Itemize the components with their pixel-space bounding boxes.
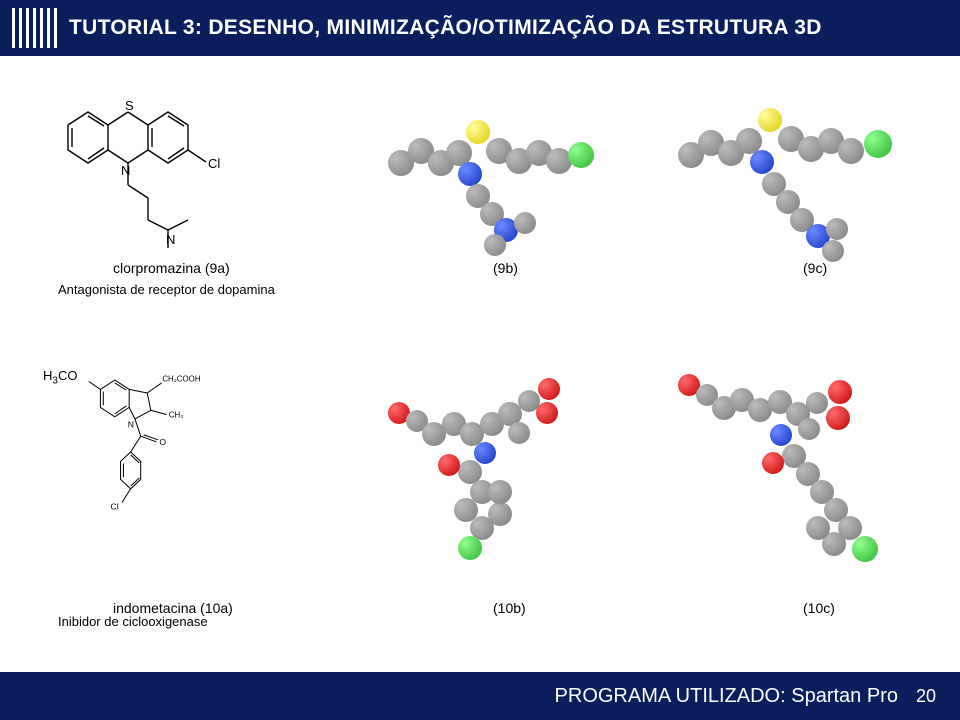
caption-9c: (9c) — [803, 260, 827, 276]
caption-9a: clorpromazina (9a) — [113, 260, 230, 276]
slide-title: TUTORIAL 3: DESENHO, MINIMIZAÇÃO/OTIMIZA… — [69, 15, 822, 41]
row-clorpromazina: S N Cl N — [18, 60, 942, 352]
label-cl: Cl — [110, 501, 118, 511]
label-ch2cooh: CH₂COOH — [162, 374, 200, 383]
caption-10b: (10b) — [493, 600, 526, 616]
structure-9a: S N Cl N — [48, 70, 268, 250]
row-indometacina: H3CO — [18, 352, 942, 644]
label-n2: N — [166, 232, 175, 247]
label-n: N — [121, 163, 130, 178]
label-cl: Cl — [208, 156, 220, 171]
label-s: S — [125, 98, 134, 113]
model-10c — [678, 362, 918, 592]
annotation-10: Inibidor de ciclooxigenase — [58, 614, 208, 629]
footer-bar: PROGRAMA UTILIZADO: Spartan Pro 20 — [0, 672, 960, 720]
header-bar: TUTORIAL 3: DESENHO, MINIMIZAÇÃO/OTIMIZA… — [0, 0, 960, 56]
model-9c — [678, 90, 918, 250]
page-number: 20 — [916, 686, 936, 707]
model-9b — [388, 100, 628, 240]
footer-program: PROGRAMA UTILIZADO: Spartan Pro — [555, 685, 898, 708]
label-ch3: CH₃ — [169, 410, 184, 419]
structure-10a: CH₂COOH CH₃ N O Cl — [48, 357, 268, 537]
model-10b — [388, 362, 628, 572]
slide-content: S N Cl N — [18, 60, 942, 668]
label-o: O — [159, 437, 166, 447]
caption-9b: (9b) — [493, 260, 518, 276]
decorative-stripes — [12, 8, 57, 48]
annotation-9: Antagonista de receptor de dopamina — [58, 282, 275, 297]
caption-10c: (10c) — [803, 600, 835, 616]
label-n: N — [128, 419, 134, 429]
